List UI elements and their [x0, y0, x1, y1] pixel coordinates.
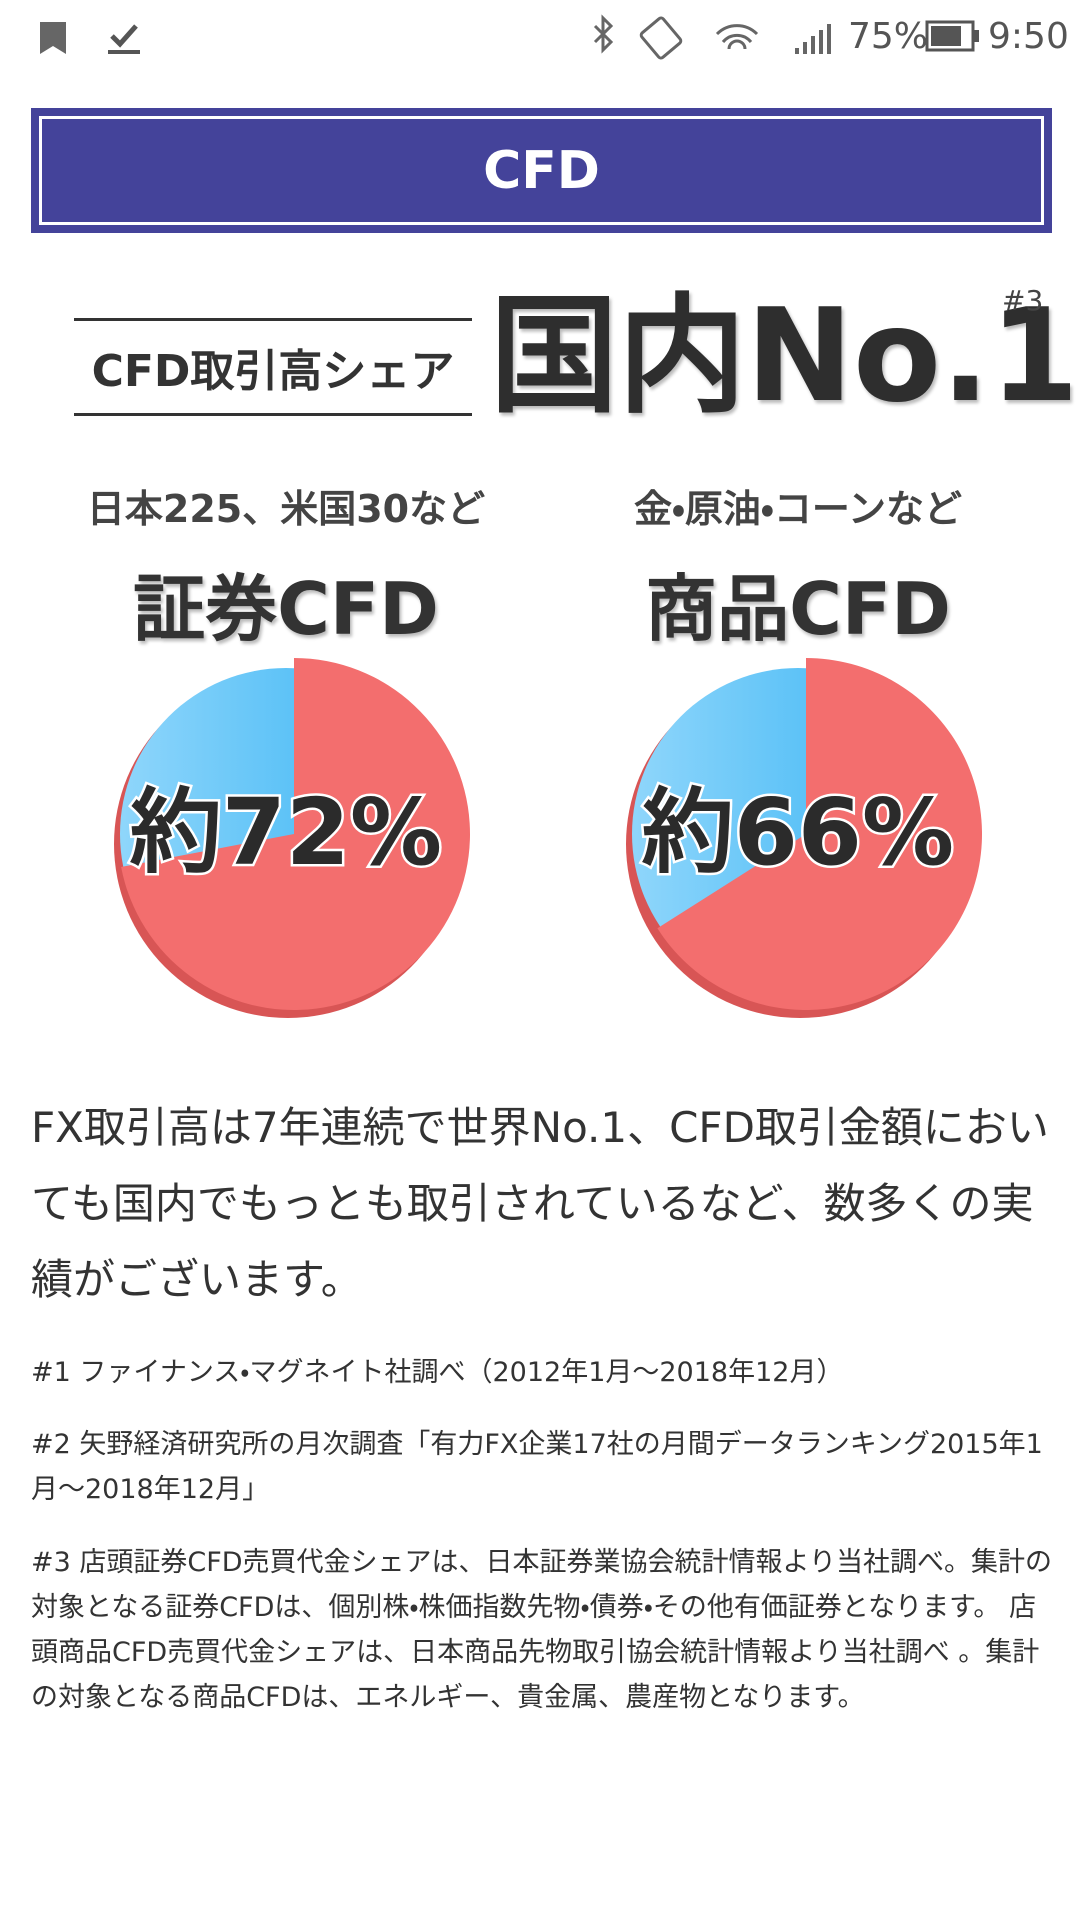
pie-label: 約66% — [642, 779, 954, 886]
hero-label: CFD取引高シェア — [74, 318, 472, 416]
pie-label: 約72% — [130, 779, 442, 886]
status-bar: 75% 9:50 — [0, 0, 1080, 72]
status-icons-left — [40, 22, 140, 54]
status-icons-right — [593, 14, 831, 60]
battery-percent: 75% — [848, 16, 929, 57]
footnote: #2 矢野経済研究所の月次調査「有力FX企業17社の月間データランキング2015… — [31, 1429, 1043, 1505]
hero-headline: 国内No.1 — [490, 282, 1079, 431]
battery-icon — [925, 20, 979, 52]
chart-title: 商品CFD — [645, 567, 951, 651]
footnote: #1 ファイナンス・マグネイト社調べ（2012年1月～2018年12月） — [31, 1357, 844, 1388]
footnote: #3 店頭証券CFD売買代金シェアは、日本証券業協会統計情報より当社調べ。集計の… — [31, 1547, 1053, 1713]
chart-subtitle: 日本225、米国30など — [86, 487, 486, 531]
header-border — [39, 116, 1044, 225]
chart-subtitle: 金・原油・コーンなど — [634, 487, 962, 531]
chart-title: 証券CFD — [133, 567, 439, 651]
section-header: CFD — [31, 108, 1052, 233]
header-title: CFD — [483, 140, 600, 201]
clock: 9:50 — [988, 16, 1069, 57]
pie-slice — [657, 658, 983, 1010]
pie-chart: 約72% — [114, 658, 471, 1018]
pie-chart: 約66% — [626, 658, 983, 1018]
pie-slice — [121, 658, 471, 1010]
body-text: FX取引高は7年連続で世界No.1、CFD取引金額においても国内でもっとも取引さ… — [31, 1103, 1049, 1304]
hero-note-ref: #3 — [1002, 284, 1044, 317]
